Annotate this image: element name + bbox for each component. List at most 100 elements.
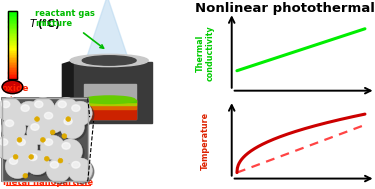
Ellipse shape bbox=[82, 56, 136, 65]
Bar bbox=[84, 103, 136, 109]
Ellipse shape bbox=[13, 155, 18, 159]
Ellipse shape bbox=[58, 101, 66, 108]
Bar bbox=[8, 33, 17, 35]
Ellipse shape bbox=[50, 161, 58, 168]
Text: oxide: oxide bbox=[2, 84, 30, 93]
Ellipse shape bbox=[60, 141, 84, 165]
Bar bbox=[8, 49, 17, 50]
Polygon shape bbox=[82, 0, 133, 72]
Bar bbox=[8, 20, 17, 22]
Ellipse shape bbox=[68, 101, 92, 126]
Bar bbox=[8, 28, 17, 30]
Ellipse shape bbox=[44, 156, 49, 161]
Bar bbox=[8, 66, 17, 67]
Ellipse shape bbox=[2, 80, 23, 94]
Bar bbox=[2, 98, 88, 181]
Bar bbox=[8, 60, 17, 62]
Ellipse shape bbox=[0, 135, 20, 160]
Bar bbox=[8, 30, 17, 32]
Text: Temperature: Temperature bbox=[309, 108, 367, 116]
Bar bbox=[8, 72, 17, 74]
Ellipse shape bbox=[58, 158, 63, 163]
Ellipse shape bbox=[32, 99, 57, 123]
Ellipse shape bbox=[9, 158, 18, 164]
Ellipse shape bbox=[29, 155, 34, 159]
Ellipse shape bbox=[3, 118, 27, 142]
Bar bbox=[8, 52, 17, 54]
Text: Temperature: Temperature bbox=[201, 112, 210, 170]
Bar bbox=[8, 74, 17, 76]
Ellipse shape bbox=[15, 137, 39, 161]
Ellipse shape bbox=[64, 118, 72, 125]
Ellipse shape bbox=[69, 160, 94, 184]
Bar bbox=[8, 38, 17, 40]
Ellipse shape bbox=[70, 54, 148, 67]
Ellipse shape bbox=[50, 130, 55, 135]
Ellipse shape bbox=[40, 138, 45, 142]
Ellipse shape bbox=[45, 112, 53, 119]
Bar bbox=[84, 100, 136, 105]
Ellipse shape bbox=[40, 109, 65, 133]
Ellipse shape bbox=[26, 152, 51, 176]
Ellipse shape bbox=[27, 120, 51, 145]
Ellipse shape bbox=[7, 156, 32, 180]
Bar bbox=[8, 50, 17, 52]
Bar bbox=[8, 23, 17, 25]
Bar bbox=[74, 62, 152, 123]
Ellipse shape bbox=[5, 154, 30, 179]
Bar bbox=[8, 43, 17, 45]
Ellipse shape bbox=[94, 62, 120, 74]
Bar bbox=[8, 64, 17, 66]
Ellipse shape bbox=[83, 96, 135, 104]
Bar bbox=[8, 18, 17, 20]
Bar bbox=[8, 15, 17, 16]
Text: Nonlinear photothermal response: Nonlinear photothermal response bbox=[195, 2, 375, 15]
Bar bbox=[8, 62, 17, 64]
Bar bbox=[8, 76, 17, 78]
Bar bbox=[8, 42, 17, 44]
Bar bbox=[8, 57, 17, 59]
Bar bbox=[8, 59, 17, 61]
Ellipse shape bbox=[45, 139, 53, 146]
Text: reactant gas
mixture: reactant gas mixture bbox=[35, 9, 104, 48]
Ellipse shape bbox=[56, 99, 80, 123]
Ellipse shape bbox=[46, 158, 71, 182]
Bar bbox=[84, 100, 136, 102]
Bar bbox=[8, 40, 17, 42]
Bar bbox=[8, 21, 17, 23]
Bar bbox=[8, 13, 17, 15]
Bar bbox=[8, 77, 17, 79]
Bar bbox=[8, 55, 17, 57]
Ellipse shape bbox=[18, 103, 43, 127]
Ellipse shape bbox=[72, 161, 80, 168]
Bar bbox=[84, 84, 136, 119]
Ellipse shape bbox=[17, 101, 42, 126]
Ellipse shape bbox=[0, 137, 22, 161]
Text: metal nanoparticle: metal nanoparticle bbox=[3, 178, 93, 187]
Ellipse shape bbox=[25, 150, 50, 175]
Ellipse shape bbox=[13, 135, 38, 160]
Ellipse shape bbox=[62, 134, 67, 138]
Ellipse shape bbox=[17, 139, 26, 146]
Ellipse shape bbox=[17, 138, 22, 142]
Bar bbox=[8, 16, 17, 18]
Bar bbox=[8, 26, 17, 28]
Ellipse shape bbox=[54, 97, 79, 122]
Ellipse shape bbox=[34, 117, 39, 122]
Ellipse shape bbox=[80, 62, 135, 74]
Ellipse shape bbox=[48, 160, 72, 184]
Bar bbox=[8, 47, 17, 49]
Ellipse shape bbox=[0, 97, 22, 122]
Bar bbox=[8, 25, 17, 27]
Ellipse shape bbox=[2, 116, 26, 141]
Ellipse shape bbox=[2, 101, 10, 108]
Bar bbox=[8, 11, 17, 13]
Ellipse shape bbox=[62, 143, 70, 149]
Bar bbox=[84, 100, 136, 119]
Ellipse shape bbox=[35, 101, 43, 108]
Bar bbox=[8, 35, 17, 37]
Text: $T\,$(°C): $T\,$(°C) bbox=[29, 16, 60, 31]
Bar bbox=[8, 69, 17, 71]
Ellipse shape bbox=[68, 158, 92, 182]
Ellipse shape bbox=[31, 124, 39, 130]
